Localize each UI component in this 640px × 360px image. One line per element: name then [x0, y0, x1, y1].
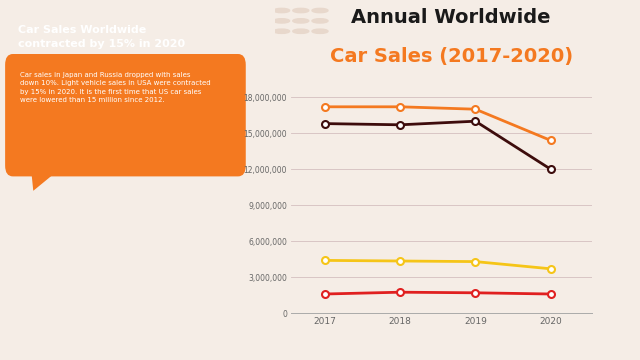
Text: Car Sales (2017-2020): Car Sales (2017-2020): [330, 47, 573, 66]
Line: Japan: Japan: [321, 257, 554, 272]
Circle shape: [274, 19, 289, 23]
USA: [547, 138, 554, 143]
Polygon shape: [31, 166, 64, 191]
Circle shape: [292, 19, 308, 23]
Russia: [472, 291, 479, 295]
Text: Car Sales Worldwide
contracted by 15% in 2020: Car Sales Worldwide contracted by 15% in…: [18, 25, 185, 49]
Circle shape: [292, 8, 308, 13]
Japan: [396, 259, 404, 263]
Russia: [547, 292, 554, 296]
Line: Europe: Europe: [321, 118, 554, 173]
Circle shape: [210, 0, 312, 90]
Text: Car sales in Japan and Russia dropped with sales
down 10%. Light vehicle sales i: Car sales in Japan and Russia dropped wi…: [20, 72, 211, 104]
Legend: Europe, Russia, USA, Japan: Europe, Russia, USA, Japan: [311, 357, 524, 360]
Circle shape: [312, 29, 328, 33]
Wedge shape: [550, 0, 595, 360]
Japan: [321, 258, 329, 262]
Circle shape: [312, 19, 328, 23]
Line: Russia: Russia: [321, 289, 554, 297]
Japan: [547, 267, 554, 271]
Europe: [321, 121, 329, 126]
USA: [396, 105, 404, 109]
Russia: [396, 290, 404, 294]
USA: [472, 107, 479, 111]
Circle shape: [274, 29, 289, 33]
Japan: [472, 260, 479, 264]
Circle shape: [274, 8, 289, 13]
Europe: [396, 123, 404, 127]
Circle shape: [312, 8, 328, 13]
Circle shape: [292, 29, 308, 33]
Europe: [547, 167, 554, 171]
USA: [321, 105, 329, 109]
Russia: [321, 292, 329, 296]
Europe: [472, 119, 479, 123]
Text: Annual Worldwide: Annual Worldwide: [351, 8, 551, 27]
FancyBboxPatch shape: [5, 54, 246, 176]
Line: USA: USA: [321, 103, 554, 144]
